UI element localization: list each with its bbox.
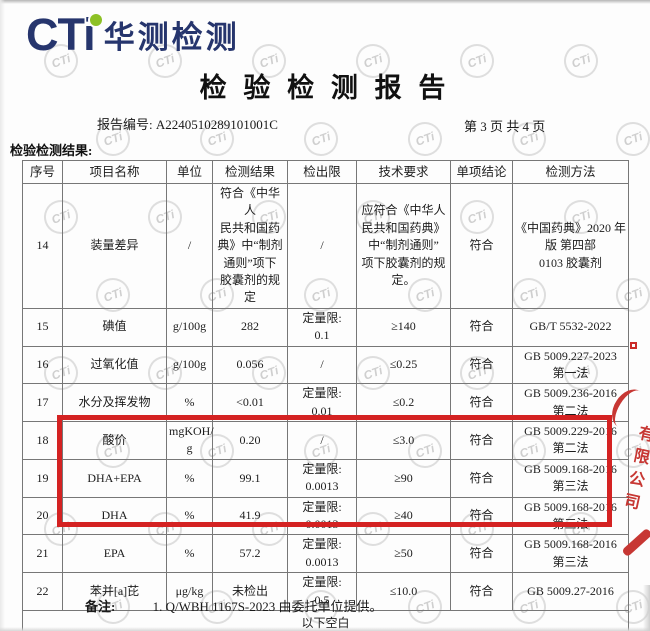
page-title: 检 验 检 测 报 告	[199, 73, 451, 103]
cell-item: DHA+EPA	[62, 458, 167, 498]
cti-watermark-icon: CTi	[611, 117, 650, 161]
cell-limit: /	[287, 345, 357, 385]
cell-unit: %	[166, 534, 213, 574]
cell-conclusion: 符合	[450, 572, 513, 611]
cell-method: GB/T 5532-2022	[512, 307, 629, 347]
note-text: 1. Q/WBH 1167S-2023 由委托单位提供。	[152, 599, 383, 614]
col-header-no: 序号	[22, 160, 63, 184]
scan-edge-left	[0, 0, 5, 631]
cell-no: 19	[22, 458, 63, 498]
note-row: 备注: 1. Q/WBH 1167S-2023 由委托单位提供。	[85, 596, 383, 615]
cell-no: 16	[22, 345, 63, 385]
col-header-result: 检测结果	[212, 160, 288, 184]
seal-fragment-square	[630, 342, 637, 349]
table-row: 18 酸价 mgKOH/ g 0.20 / ≤3.0 符合 GB 5009.22…	[22, 421, 629, 460]
cell-unit: mgKOH/ g	[166, 421, 214, 460]
col-header-conclusion: 单项结论	[450, 160, 513, 184]
red-highlight-box	[57, 415, 612, 527]
cell-item: 苯并[a]芘	[62, 572, 167, 611]
seal-text: 有限公司	[618, 423, 650, 517]
cell-requirement: 应符合《中华人 民共和国药典》 中“制剂通则” 项下胶囊剂的规 定。	[356, 183, 451, 309]
table-row: 15 碘值 g/100g 282 定量限: 0.1 ≥140 符合 GB/T 5…	[22, 307, 629, 347]
cti-logo-text: CTi	[26, 9, 102, 60]
table-row: 16 过氧化值 g/100g 0.056 / ≤0.25 符合 GB 5009.…	[22, 345, 629, 385]
scan-edge-bottom	[0, 627, 650, 631]
cell-limit: /	[287, 421, 357, 460]
table-row-highlighted: 21 EPA % 57.2 定量限: 0.0013 ≥50 符合 GB 5009…	[22, 534, 629, 574]
page-indicator: 第 3 页 共 4 页	[464, 119, 546, 134]
cell-requirement: ≥140	[356, 307, 451, 347]
cell-requirement: ≤3.0	[356, 421, 451, 460]
table-footer-row: 以下空白	[22, 609, 629, 631]
cell-no: 22	[22, 572, 63, 611]
col-header-limit: 检出限	[287, 160, 357, 184]
cell-conclusion: 符合	[450, 345, 513, 385]
scan-corner-shadow	[643, 585, 650, 631]
cell-item: 过氧化值	[62, 345, 167, 385]
note-label: 备注:	[85, 599, 116, 614]
cell-method: 《中国药典》2020 年 版 第四部 0103 胶囊剂	[512, 183, 629, 309]
cti-logo-letters: CTi	[26, 9, 96, 60]
results-table: 序号 项目名称 单位 检测结果 检出限 技术要求 单项结论 检测方法 14 装量…	[22, 160, 629, 631]
cell-item: 碘值	[62, 307, 167, 347]
cell-no: 15	[22, 307, 63, 347]
cell-item: 酸价	[62, 421, 167, 460]
cell-conclusion: 符合	[450, 458, 513, 498]
cell-item: 装量差异	[62, 183, 167, 309]
cell-conclusion: 符合	[450, 183, 513, 309]
cell-result: 未检出	[212, 572, 288, 611]
scan-edge-top	[0, 0, 650, 4]
cell-method: GB 5009.227-2023 第一法	[512, 345, 629, 385]
table-header-row: 序号 项目名称 单位 检测结果 检出限 技术要求 单项结论 检测方法	[22, 160, 629, 184]
report-number-value: A2240510289101001C	[155, 117, 278, 132]
cti-logo: CTi 华测检测	[26, 12, 240, 58]
cell-unit: %	[166, 496, 213, 536]
table-row: 14 装量差异 / 符合《中华人 民共和国药 典》中“制剂 通则”项下 胶囊剂的…	[22, 183, 629, 309]
cell-item: EPA	[62, 534, 167, 574]
col-header-requirement: 技术要求	[356, 160, 451, 184]
cell-limit: 定量限: 0.5	[287, 572, 357, 611]
cell-no: 20	[22, 496, 63, 536]
cell-result: 0.20	[212, 421, 288, 460]
results-section-label: 检验检测结果:	[10, 143, 93, 158]
cell-limit: 定量限: 0.1	[287, 307, 357, 347]
cell-conclusion: 符合	[450, 421, 513, 460]
cell-method: GB 5009.168-2016 第三法	[512, 534, 629, 574]
cell-unit: g/100g	[166, 345, 213, 385]
cell-unit: g/100g	[166, 307, 213, 347]
cell-result: 0.056	[212, 345, 288, 385]
seal-arc-bottom	[621, 527, 650, 558]
company-seal-partial: 有限公司	[610, 386, 650, 576]
cell-unit: /	[166, 183, 213, 309]
blank-below-cell: 以下空白	[22, 609, 629, 631]
cell-requirement: ≤10.0	[356, 572, 451, 611]
cell-result: 符合《中华人 民共和国药 典》中“制剂 通则”项下 胶囊剂的规 定	[212, 183, 288, 309]
cell-limit: /	[287, 183, 357, 309]
col-header-unit: 单位	[166, 160, 213, 184]
col-header-method: 检测方法	[512, 160, 629, 184]
company-name: 华测检测	[103, 20, 240, 55]
report-number: 报告编号: A2240510289101001C	[97, 114, 278, 133]
cell-limit: 定量限: 0.0013	[287, 458, 357, 498]
cell-conclusion: 符合	[450, 307, 513, 347]
col-header-item: 项目名称	[62, 160, 167, 184]
cell-no: 21	[22, 534, 63, 574]
cti-watermark-icon: CTi	[403, 117, 447, 161]
cell-requirement: ≤0.25	[356, 345, 451, 385]
cell-result: 57.2	[212, 534, 288, 574]
cell-no: 18	[22, 421, 63, 460]
cell-no: 14	[22, 183, 63, 309]
cti-logo-green-dot-icon	[90, 14, 102, 26]
cell-limit: 定量限: 0.0013	[287, 534, 357, 574]
cell-requirement: ≥50	[356, 534, 451, 574]
cti-watermark-icon: CTi	[299, 117, 343, 161]
table-row-highlighted: 19 DHA+EPA % 99.1 定量限: 0.0013 ≥90 符合 GB …	[22, 458, 629, 498]
cell-conclusion: 符合	[450, 534, 513, 574]
report-number-label: 报告编号:	[97, 117, 153, 132]
cell-result: 99.1	[212, 458, 288, 498]
cell-result: 282	[212, 307, 288, 347]
cell-method: GB 5009.27-2016	[512, 572, 629, 611]
